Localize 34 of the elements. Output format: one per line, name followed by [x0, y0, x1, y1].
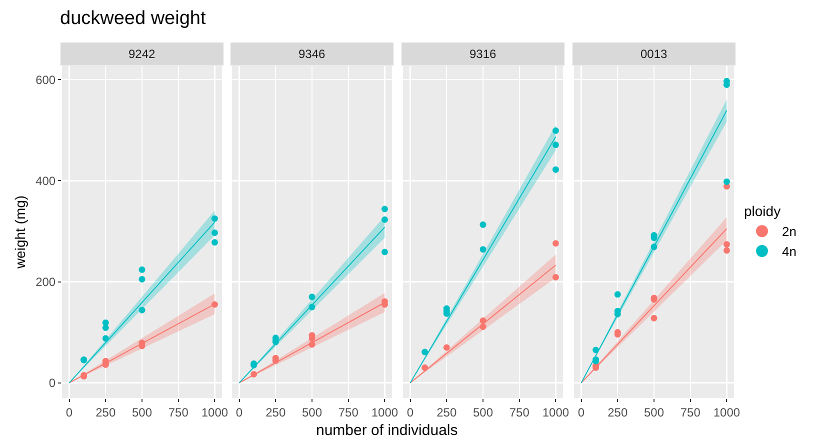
- x-tick-label: 500: [132, 405, 152, 420]
- x-tick-label: 0: [66, 405, 73, 420]
- x-tick-label: 750: [509, 405, 530, 420]
- x-tick-label: 750: [680, 405, 701, 420]
- x-tick-label: 250: [266, 405, 286, 420]
- legend-label: 4n: [782, 244, 796, 260]
- y-tick-label: 0: [48, 376, 56, 390]
- x-tick-label: 250: [436, 405, 457, 420]
- x-tick-label: 250: [608, 405, 628, 420]
- y-tick-label: 400: [36, 174, 56, 188]
- x-tick-label: 0: [236, 405, 243, 420]
- x-tick-label: 0: [406, 405, 414, 420]
- x-tick-label: 0: [578, 405, 585, 420]
- y-tick-label: 600: [36, 72, 56, 87]
- text: duckweed weight: [60, 8, 206, 30]
- legend-label: 2n: [782, 224, 796, 240]
- x-tick-label: 1000: [371, 405, 398, 420]
- chart-title: 9316: [469, 47, 497, 61]
- legend-title: ploidy: [744, 203, 781, 220]
- x-tick-label: 500: [472, 405, 494, 420]
- x-tick-label: 1000: [201, 405, 228, 420]
- x-tick-label: 500: [302, 405, 322, 420]
- chart-title: 9346: [298, 47, 326, 61]
- x-axis-title: number of individuals: [316, 422, 458, 439]
- x-tick-label: 250: [96, 405, 116, 420]
- x-tick-label: 1000: [542, 405, 570, 420]
- x-tick-label: 1000: [713, 405, 740, 420]
- x-tick-label: 750: [168, 405, 189, 420]
- x-tick-label: 750: [338, 405, 359, 420]
- x-tick-label: 500: [644, 405, 664, 420]
- y-tick-label: 200: [36, 274, 56, 289]
- chart-title: 9242: [128, 47, 156, 61]
- y-axis-title: weight (mg): [12, 195, 28, 270]
- chart-title: 0013: [640, 47, 668, 61]
